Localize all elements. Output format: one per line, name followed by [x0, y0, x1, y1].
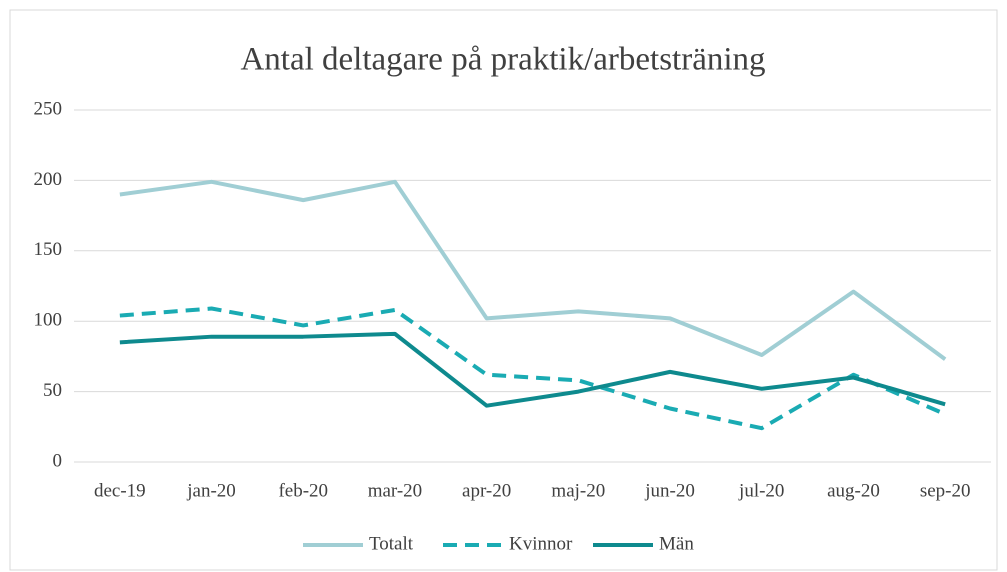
- chart-border: [9, 9, 998, 571]
- x-tick-label: feb-20: [278, 480, 328, 501]
- y-tick-label: 100: [34, 310, 63, 331]
- y-tick-label: 250: [34, 98, 63, 119]
- x-tick-label: dec-19: [94, 480, 146, 501]
- x-tick-label: sep-20: [920, 480, 971, 501]
- x-tick-label: maj-20: [551, 480, 605, 501]
- legend-label: Män: [659, 533, 694, 554]
- x-tick-label: mar-20: [368, 480, 423, 501]
- x-tick-label: aug-20: [827, 480, 880, 501]
- y-tick-label: 0: [53, 450, 63, 471]
- chart-title: Antal deltagare på praktik/arbetsträning: [240, 42, 765, 78]
- series-line: [119, 179, 947, 361]
- series-line: [119, 331, 946, 408]
- y-tick-label: 150: [34, 239, 63, 260]
- y-tick-label: 50: [43, 380, 62, 401]
- legend-label: Kvinnor: [509, 533, 573, 554]
- x-tick-label: jan-20: [186, 480, 236, 501]
- legend-label: Totalt: [369, 533, 414, 554]
- x-tick-label: jul-20: [738, 480, 784, 501]
- x-tick-label: jun-20: [644, 480, 695, 501]
- x-tick-label: apr-20: [462, 480, 511, 501]
- series-line: [119, 306, 946, 431]
- y-tick-label: 200: [34, 169, 63, 190]
